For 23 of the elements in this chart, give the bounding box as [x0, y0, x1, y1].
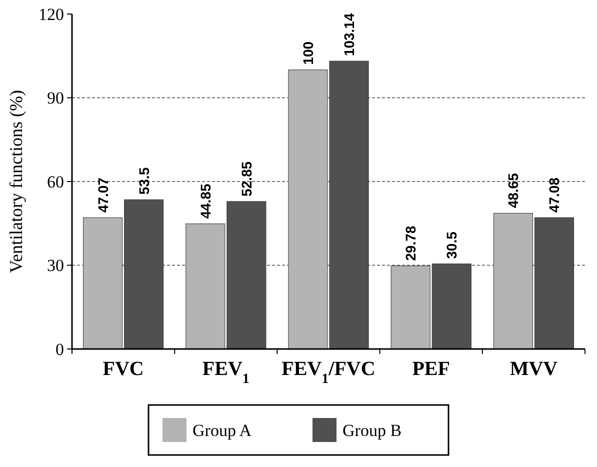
y-tick-label: 90	[47, 88, 64, 108]
y-tick-label: 120	[38, 4, 64, 24]
y-tick-label: 30	[47, 256, 64, 276]
data-label: 100	[300, 41, 316, 65]
data-label: 30.5	[444, 231, 460, 259]
y-tick-label: 0	[56, 340, 64, 359]
y-tick-label: 60	[47, 172, 64, 192]
x-tick-label: FEV$_{1}$	[202, 358, 250, 386]
data-label: 47.08	[546, 177, 562, 213]
x-tick-label: PEF	[412, 358, 450, 380]
legend-label: Group B	[342, 420, 402, 440]
legend-label: Group A	[192, 420, 252, 440]
data-label: 53.5	[136, 167, 152, 195]
x-tick-label: FEV$_{1}$/FVC	[282, 358, 376, 386]
x-tick-label: MVV	[510, 358, 558, 380]
data-label: 52.85	[238, 161, 254, 196]
data-label: 47.07	[94, 177, 111, 213]
y-axis-title: Ventilatory functions (%)	[6, 90, 26, 273]
x-tick-label: FVC	[102, 358, 144, 380]
data-label: 48.65	[505, 172, 522, 208]
data-label: 44.85	[197, 184, 214, 219]
data-label: 103.14	[341, 13, 358, 56]
data-label: 29.78	[402, 226, 419, 261]
